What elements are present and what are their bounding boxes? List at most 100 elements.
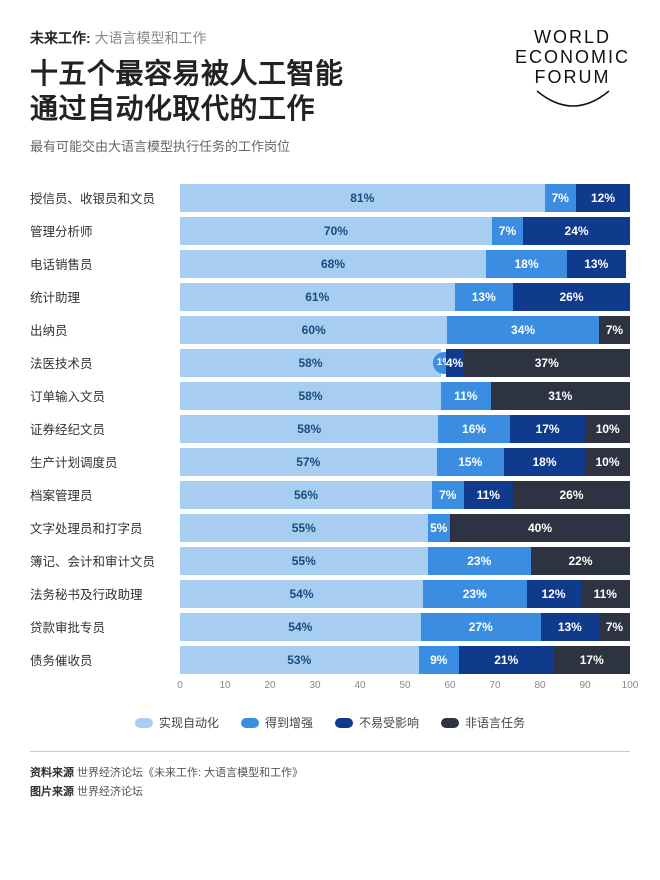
row-label: 电话销售员 xyxy=(30,254,180,273)
bar-segment: 24% xyxy=(523,217,630,245)
bar-segment: 26% xyxy=(513,283,630,311)
bar-segment: 26% xyxy=(513,481,630,509)
bar-segment: 21% xyxy=(459,646,554,674)
row-label: 出纳员 xyxy=(30,320,180,339)
legend-label: 不易受影响 xyxy=(359,714,419,731)
subtitle: 最有可能交由大语言模型执行任务的工作岗位 xyxy=(30,136,344,155)
bar-track: 58%1%4%37% xyxy=(180,349,630,377)
chart-row: 出纳员60%34%7% xyxy=(30,313,630,346)
axis-tick: 60 xyxy=(444,680,455,691)
bar-track: 81%7%12% xyxy=(180,184,630,212)
bar-track: 58%11%31% xyxy=(180,382,630,410)
row-label: 法医技术员 xyxy=(30,353,180,372)
axis-tick: 90 xyxy=(579,680,590,691)
bar-segment: 15% xyxy=(437,448,505,476)
chart-row: 文字处理员和打字员55%5%40% xyxy=(30,511,630,544)
bar-segment: 61% xyxy=(180,283,455,311)
chart-row: 债务催收员53%9%21%17% xyxy=(30,643,630,676)
row-label: 簿记、会计和审计文员 xyxy=(30,551,180,570)
bar-segment: 40% xyxy=(450,514,630,542)
bar-segment: 27% xyxy=(421,613,541,641)
bar-track: 55%5%40% xyxy=(180,514,630,542)
bar-segment: 18% xyxy=(504,448,585,476)
wef-logo-curve xyxy=(533,87,613,113)
row-label: 授信员、收银员和文员 xyxy=(30,188,180,207)
bar-segment: 12% xyxy=(527,580,581,608)
chart-row: 统计助理61%13%26% xyxy=(30,280,630,313)
axis-tick: 30 xyxy=(309,680,320,691)
bar-segment: 13% xyxy=(455,283,514,311)
stacked-bar-chart: 授信员、收银员和文员81%7%12%管理分析师70%7%24%电话销售员68%1… xyxy=(30,181,630,676)
chart-row: 簿记、会计和审计文员55%23%22% xyxy=(30,544,630,577)
row-label: 贷款审批专员 xyxy=(30,617,180,636)
legend-label: 得到增强 xyxy=(265,714,313,731)
row-label: 文字处理员和打字员 xyxy=(30,518,180,537)
bar-segment: 4% xyxy=(446,349,464,377)
axis-tick: 100 xyxy=(622,680,639,691)
legend-swatch xyxy=(335,718,353,728)
axis-tick: 10 xyxy=(219,680,230,691)
bar-segment: 9% xyxy=(419,646,460,674)
bar-segment: 58% xyxy=(180,415,438,443)
x-axis: 0102030405060708090100 xyxy=(180,680,630,698)
bar-track: 56%7%11%26% xyxy=(180,481,630,509)
bar-segment: 22% xyxy=(531,547,630,575)
bar-segment: 23% xyxy=(428,547,532,575)
bar-segment: 56% xyxy=(180,481,432,509)
bar-segment: 54% xyxy=(180,613,421,641)
legend-item: 实现自动化 xyxy=(135,714,219,731)
bar-segment: 11% xyxy=(581,580,631,608)
row-label: 档案管理员 xyxy=(30,485,180,504)
bar-segment: 34% xyxy=(447,316,598,344)
bar-segment: 16% xyxy=(438,415,509,443)
chart-row: 管理分析师70%7%24% xyxy=(30,214,630,247)
axis-tick: 80 xyxy=(534,680,545,691)
bar-segment: 12% xyxy=(576,184,630,212)
bar-segment: 11% xyxy=(464,481,514,509)
legend-label: 非语言任务 xyxy=(465,714,525,731)
chart-row: 电话销售员68%18%13% xyxy=(30,247,630,280)
bar-segment: 60% xyxy=(180,316,447,344)
bar-segment: 10% xyxy=(585,415,630,443)
bar-segment: 37% xyxy=(464,349,631,377)
chart-row: 订单输入文员58%11%31% xyxy=(30,379,630,412)
bar-segment: 10% xyxy=(585,448,630,476)
bar-track: 70%7%24% xyxy=(180,217,630,245)
chart-row: 证券经纪文员58%16%17%10% xyxy=(30,412,630,445)
legend: 实现自动化 得到增强 不易受影响 非语言任务 xyxy=(30,714,630,731)
axis-tick: 40 xyxy=(354,680,365,691)
axis-tick: 70 xyxy=(489,680,500,691)
bar-segment: 7% xyxy=(432,481,464,509)
row-label: 证券经纪文员 xyxy=(30,419,180,438)
row-label: 订单输入文员 xyxy=(30,386,180,405)
bar-track: 60%34%7% xyxy=(180,316,630,344)
row-label: 债务催收员 xyxy=(30,650,180,669)
bar-segment: 58% xyxy=(180,382,441,410)
legend-label: 实现自动化 xyxy=(159,714,219,731)
bar-track: 58%16%17%10% xyxy=(180,415,630,443)
bar-track: 61%13%26% xyxy=(180,283,630,311)
bar-segment: 7% xyxy=(545,184,577,212)
axis-tick: 50 xyxy=(399,680,410,691)
legend-item: 非语言任务 xyxy=(441,714,525,731)
bar-segment: 7% xyxy=(492,217,523,245)
bar-segment: 81% xyxy=(180,184,545,212)
legend-swatch xyxy=(135,718,153,728)
row-label: 统计助理 xyxy=(30,287,180,306)
legend-swatch xyxy=(241,718,259,728)
bar-track: 57%15%18%10% xyxy=(180,448,630,476)
bar-segment: 7% xyxy=(599,316,630,344)
bar-track: 54%23%12%11% xyxy=(180,580,630,608)
row-label: 生产计划调度员 xyxy=(30,452,180,471)
kicker-bold: 未来工作: xyxy=(30,30,95,46)
axis-tick: 20 xyxy=(264,680,275,691)
bar-track: 68%18%13% xyxy=(180,250,630,278)
bar-segment: 17% xyxy=(554,646,631,674)
bar-segment: 55% xyxy=(180,547,428,575)
bar-segment: 54% xyxy=(180,580,423,608)
bar-segment: 17% xyxy=(510,415,586,443)
bar-segment: 57% xyxy=(180,448,437,476)
footer: 资料来源 世界经济论坛《未来工作: 大语言模型和工作》 图片来源 世界经济论坛 xyxy=(30,751,630,801)
bar-segment: 5% xyxy=(428,514,451,542)
bar-segment: 11% xyxy=(441,382,491,410)
